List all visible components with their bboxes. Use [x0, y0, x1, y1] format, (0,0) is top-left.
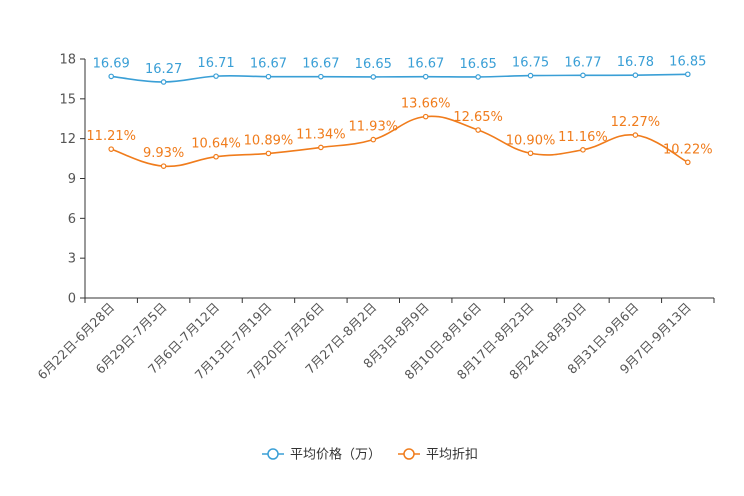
- data-label: 9.93%: [143, 146, 184, 161]
- data-label: 10.89%: [244, 133, 294, 148]
- chart-series: 16.69 16.27 16.71 16.67 16.67 16.65 16.67 16.65…: [86, 54, 713, 169]
- data-label: 16.75: [512, 56, 549, 71]
- data-point: [475, 74, 481, 80]
- data-point: [475, 127, 481, 133]
- legend-item-average-price: 平均价格（万）: [262, 447, 381, 463]
- data-label: 13.66%: [401, 97, 451, 112]
- data-point: [160, 163, 167, 169]
- y-tick-label: 9: [68, 172, 76, 187]
- data-point: [580, 147, 586, 153]
- data-label: 12.27%: [611, 115, 661, 130]
- legend-marker-icon: [267, 448, 279, 460]
- data-label: 16.77: [564, 55, 601, 70]
- data-label: 11.21%: [86, 129, 136, 144]
- data-point: [580, 72, 586, 79]
- data-label: 16.71: [197, 56, 234, 71]
- data-label: 16.65: [460, 57, 497, 72]
- data-label: 16.85: [669, 54, 706, 69]
- data-label: 16.69: [93, 56, 130, 71]
- data-label: 10.90%: [506, 133, 556, 148]
- y-tick-label: 18: [59, 53, 76, 68]
- data-label: 10.64%: [191, 137, 241, 152]
- data-point: [370, 136, 377, 143]
- data-point: [108, 146, 115, 152]
- legend-marker-icon: [403, 448, 415, 460]
- data-label: 16.78: [617, 55, 654, 70]
- data-label: 11.16%: [558, 130, 608, 145]
- data-label: 12.65%: [453, 110, 503, 125]
- data-point: [265, 150, 272, 157]
- data-point: [632, 132, 639, 138]
- series-line: [111, 73, 688, 83]
- data-point: [213, 153, 219, 160]
- data-point: [684, 159, 691, 166]
- data-label: 16.27: [145, 62, 182, 77]
- legend-label: 平均价格（万）: [290, 447, 381, 463]
- y-tick-label: 12: [59, 132, 76, 147]
- series-line: [110, 115, 689, 168]
- y-tick-label: 6: [68, 212, 76, 227]
- data-point: [213, 73, 219, 79]
- data-point: [527, 72, 534, 79]
- data-point: [108, 73, 115, 80]
- data-label: 11.34%: [296, 127, 346, 142]
- data-label: 16.65: [355, 57, 392, 72]
- data-point: [370, 74, 377, 80]
- data-point: [422, 113, 429, 120]
- y-tick-label: 15: [59, 92, 76, 107]
- data-point: [684, 71, 691, 78]
- chart-axes: 03691215186月22日-6月28日6月29日-7月5日7月6日-7月12…: [34, 53, 715, 382]
- data-point: [632, 72, 639, 78]
- data-label: 16.67: [407, 57, 444, 72]
- series-average-price: 16.69 16.27 16.71 16.67 16.67 16.65 16.67 16.65…: [93, 54, 706, 85]
- data-point: [318, 144, 324, 151]
- data-label: 11.93%: [349, 120, 399, 135]
- series-average-discount: 11.21% 9.93% 10.64% 10.89% 11.34%11.93%13.66…: [86, 97, 713, 169]
- data-label: 16.67: [302, 57, 339, 72]
- legend-label: 平均折扣: [426, 448, 478, 463]
- y-tick-label: 0: [68, 292, 76, 307]
- data-label: 10.22%: [663, 142, 713, 157]
- data-point: [527, 150, 534, 157]
- data-label: 16.67: [250, 57, 287, 72]
- data-point: [318, 73, 324, 80]
- data-point: [160, 79, 167, 85]
- y-tick-label: 3: [68, 252, 76, 267]
- legend-item-average-discount: 平均折扣: [398, 448, 478, 463]
- chart-legend: 平均价格（万） 平均折扣: [262, 447, 478, 463]
- data-point: [265, 73, 272, 80]
- data-point: [422, 73, 429, 80]
